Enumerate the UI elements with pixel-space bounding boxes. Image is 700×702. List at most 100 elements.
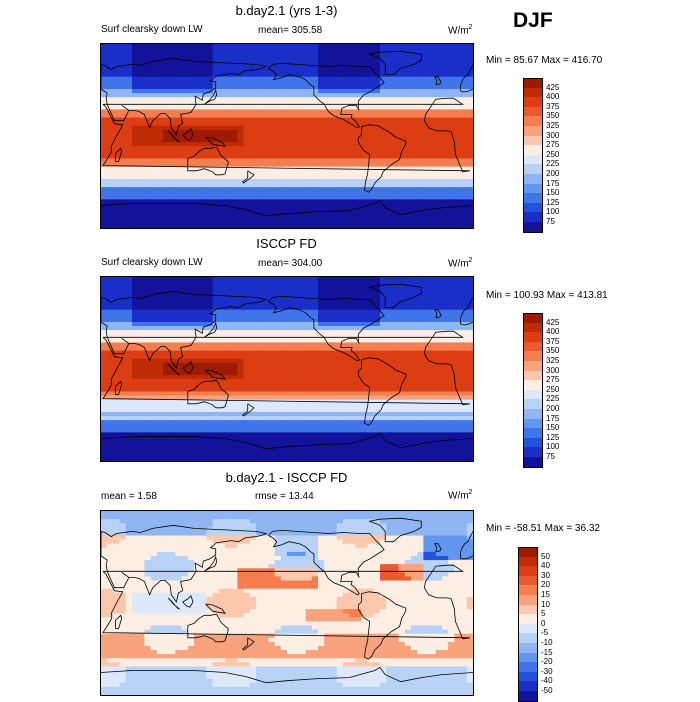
map-cell — [318, 154, 325, 159]
map-cell — [337, 105, 344, 110]
map-cell — [194, 367, 201, 372]
map-cell — [101, 412, 108, 417]
map-cell — [324, 85, 331, 90]
map-cell — [442, 142, 449, 147]
map-cell — [275, 183, 282, 188]
map-cell — [299, 334, 306, 339]
map-cell — [380, 97, 387, 102]
map-cell — [107, 146, 114, 151]
map-cell — [405, 179, 412, 184]
map-cell — [194, 355, 201, 360]
map-cell — [467, 105, 473, 110]
map-cell — [368, 56, 375, 61]
map-cell — [442, 396, 449, 401]
map-cell — [368, 342, 375, 347]
map-cell — [151, 175, 158, 180]
map-cell — [244, 363, 251, 368]
map-cell — [411, 69, 418, 74]
map-cell — [293, 297, 300, 302]
map-cell — [151, 367, 158, 372]
map-cell — [330, 310, 337, 315]
map-cell — [454, 338, 461, 343]
map-cell — [368, 77, 375, 82]
map-cell — [120, 183, 127, 188]
map-cell — [405, 101, 412, 106]
map-cell — [405, 289, 412, 294]
map-cell — [454, 326, 461, 331]
map-cell — [262, 355, 269, 360]
map-cell — [430, 52, 437, 57]
map-cell — [411, 404, 418, 409]
map-cell — [244, 146, 251, 151]
map-cell — [306, 158, 313, 163]
map-cell — [120, 310, 127, 315]
map-cell — [343, 330, 350, 335]
map-cell — [337, 163, 344, 168]
map-cell — [343, 416, 350, 421]
map-cell — [392, 322, 399, 327]
panel-1-units-base: W/m — [448, 25, 469, 36]
map-cell — [355, 310, 362, 315]
map-cell — [442, 326, 449, 331]
map-cell — [250, 351, 257, 356]
map-cell — [368, 371, 375, 376]
map-cell — [244, 281, 251, 286]
map-cell — [213, 359, 220, 364]
map-cell — [330, 355, 337, 360]
map-cell — [324, 187, 331, 192]
map-cell — [380, 105, 387, 110]
map-cell — [287, 114, 294, 119]
map-cell — [392, 375, 399, 380]
map-cell — [299, 167, 306, 172]
map-cell — [182, 326, 189, 331]
map-cell — [411, 130, 418, 135]
map-cell — [386, 285, 393, 290]
map-cell — [337, 77, 344, 82]
map-cell — [299, 342, 306, 347]
map-cell — [144, 134, 151, 139]
map-cell — [120, 122, 127, 127]
map-cell — [361, 158, 368, 163]
map-cell — [330, 52, 337, 57]
map-cell — [436, 142, 443, 147]
map-cell — [399, 367, 406, 372]
map-cell — [324, 277, 331, 282]
map-cell — [430, 203, 437, 208]
map-cell — [213, 334, 220, 339]
map-cell — [244, 310, 251, 315]
map-cell — [355, 404, 362, 409]
map-cell — [386, 191, 393, 196]
map-cell — [355, 81, 362, 86]
map-cell — [268, 322, 275, 327]
map-cell — [213, 285, 220, 290]
map-cell — [361, 216, 368, 221]
map-cell — [430, 293, 437, 298]
map-cell — [219, 77, 226, 82]
map-cell — [299, 351, 306, 356]
map-cell — [225, 195, 232, 200]
map-cell — [256, 118, 263, 123]
map-cell — [107, 93, 114, 98]
map-cell — [299, 379, 306, 384]
map-cell — [219, 109, 226, 114]
map-cell — [343, 203, 350, 208]
map-cell — [361, 371, 368, 376]
map-cell — [411, 183, 418, 188]
map-cell — [120, 355, 127, 360]
map-cell — [225, 359, 232, 364]
map-cell — [231, 302, 238, 307]
map-cell — [281, 191, 288, 196]
map-cell — [293, 167, 300, 172]
map-cell — [318, 126, 325, 131]
map-cell — [126, 134, 133, 139]
map-cell — [256, 391, 263, 396]
map-cell — [126, 285, 133, 290]
map-cell — [101, 56, 108, 61]
map-cell — [399, 101, 406, 106]
map-cell — [380, 347, 387, 352]
map-cell — [188, 158, 195, 163]
map-cell — [275, 146, 282, 151]
map-cell — [405, 314, 412, 319]
map-cell — [306, 167, 313, 172]
map-cell — [448, 187, 455, 192]
